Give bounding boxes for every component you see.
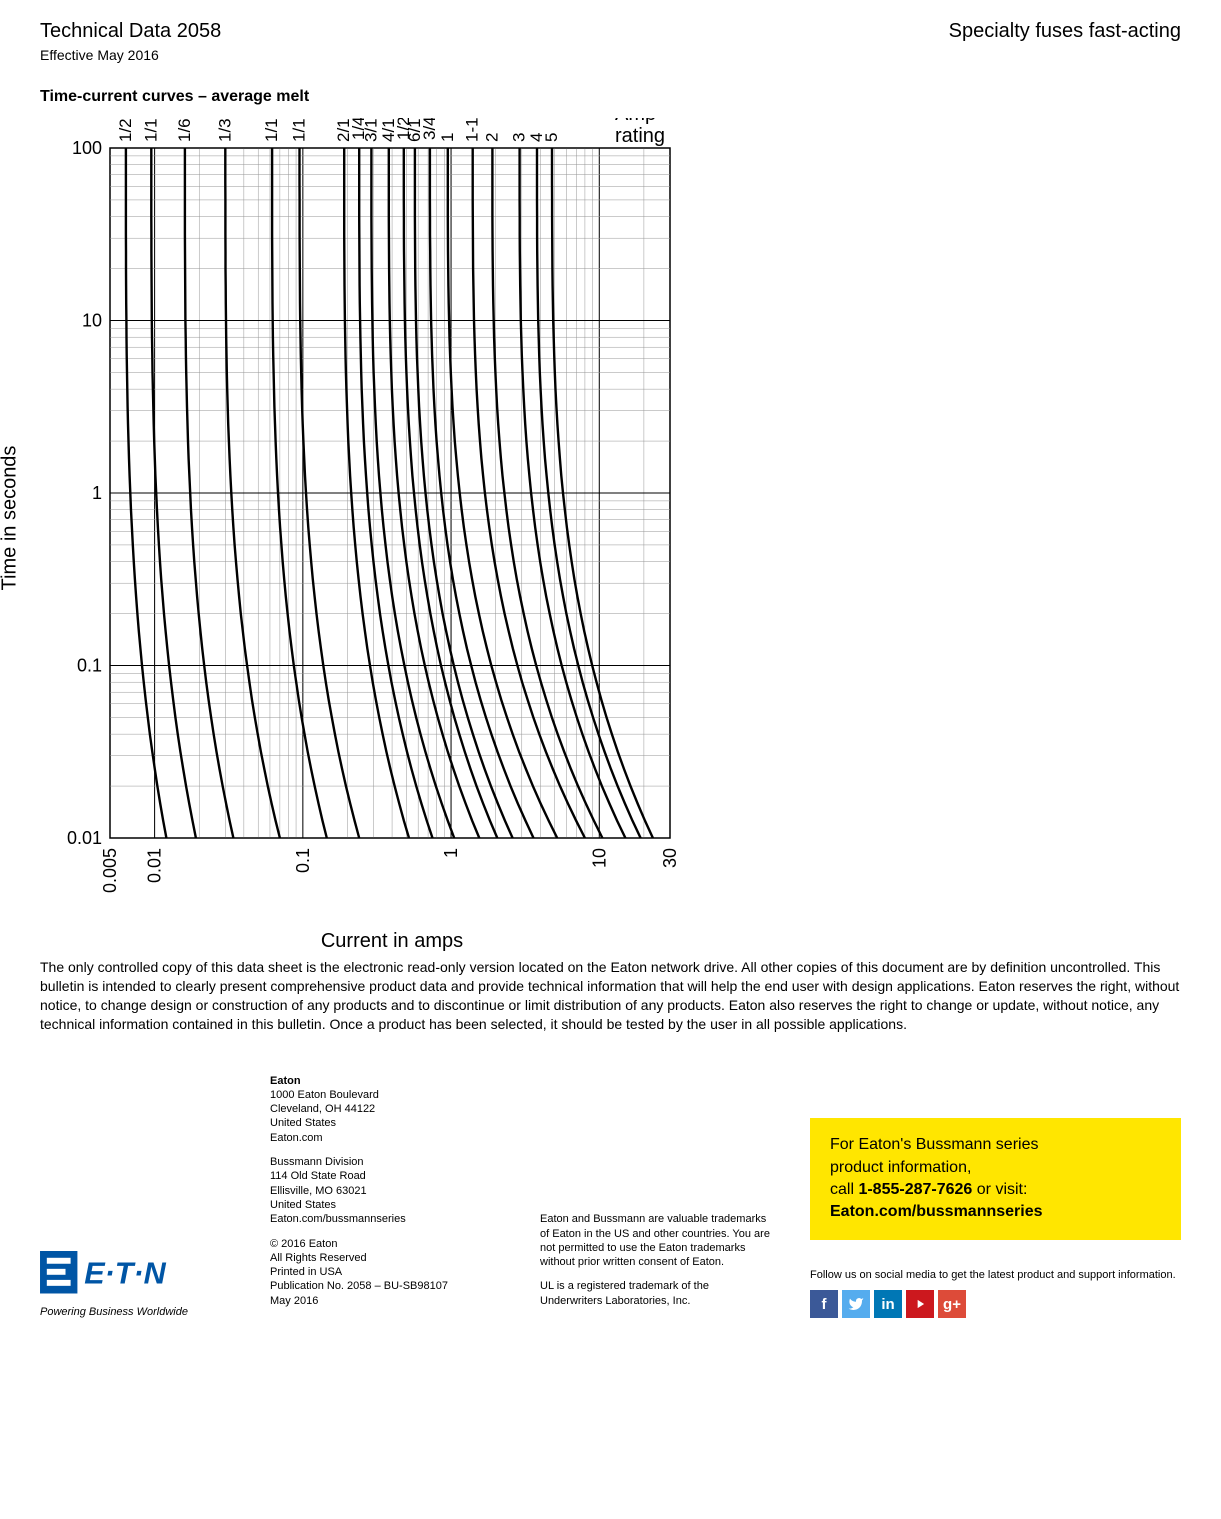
cta-column: For Eaton's Bussmann series product info… — [810, 1118, 1181, 1318]
svg-text:2: 2 — [482, 133, 501, 142]
svg-text:100: 100 — [72, 138, 102, 158]
eaton-logo: E·T·N — [40, 1251, 210, 1304]
svg-text:0.01: 0.01 — [145, 848, 165, 883]
copyright-l1: © 2016 Eaton — [270, 1238, 337, 1250]
logo-column: E·T·N Powering Business Worldwide — [40, 1251, 230, 1318]
title-number: 2058 — [177, 20, 222, 42]
svg-text:0.1: 0.1 — [77, 656, 102, 676]
svg-text:1/10: 1/10 — [290, 118, 309, 142]
svg-text:rating: rating — [615, 125, 665, 147]
header-right: Specialty fuses fast-acting — [949, 20, 1181, 43]
page-footer: E·T·N Powering Business Worldwide Eaton … — [40, 1074, 1181, 1318]
svg-text:1-1/2: 1-1/2 — [463, 118, 482, 142]
svg-text:1/200: 1/200 — [116, 118, 135, 142]
copyright-l4: Publication No. 2058 – BU-SB98107 — [270, 1280, 448, 1292]
svg-text:1/64: 1/64 — [175, 118, 194, 142]
cta-box: For Eaton's Bussmann series product info… — [810, 1118, 1181, 1240]
cta-l2: product information, — [830, 1159, 971, 1176]
svg-text:3/10: 3/10 — [361, 118, 380, 142]
svg-text:1/100: 1/100 — [141, 118, 160, 142]
twitter-icon[interactable] — [842, 1290, 870, 1318]
division-addr1: 114 Old State Road — [270, 1170, 366, 1182]
svg-text:1: 1 — [92, 483, 102, 503]
svg-text:10: 10 — [82, 311, 102, 331]
title-prefix: Technical Data — [40, 20, 177, 42]
chart-wrap: 0.010.11101000.0050.010.1110301/2001/100… — [40, 118, 680, 918]
company-addr3: United States — [270, 1117, 336, 1129]
company-addr1: 1000 Eaton Boulevard — [270, 1089, 379, 1101]
svg-text:0.01: 0.01 — [67, 828, 102, 848]
svg-text:1: 1 — [438, 133, 457, 142]
copyright-block: © 2016 Eaton All Rights Reserved Printed… — [270, 1237, 500, 1308]
cta-l1: For Eaton's Bussmann series — [830, 1136, 1038, 1153]
svg-text:5: 5 — [542, 133, 561, 142]
trademark-1: Eaton and Bussmann are valuable trademar… — [540, 1212, 770, 1269]
social-text: Follow us on social media to get the lat… — [810, 1268, 1181, 1282]
logo-tagline: Powering Business Worldwide — [40, 1306, 188, 1318]
trademark-2: UL is a registered trademark of the Unde… — [540, 1279, 770, 1308]
disclaimer-text: The only controlled copy of this data sh… — [40, 958, 1181, 1034]
svg-text:1/16: 1/16 — [262, 118, 281, 142]
company-addr2: Cleveland, OH 44122 — [270, 1103, 375, 1115]
tech-data-title: Technical Data 2058 — [40, 20, 221, 43]
copyright-l5: May 2016 — [270, 1295, 318, 1307]
facebook-icon[interactable]: f — [810, 1290, 838, 1318]
effective-date: Effective May 2016 — [40, 47, 221, 63]
header-left: Technical Data 2058 Effective May 2016 — [40, 20, 221, 63]
googleplus-icon[interactable]: g+ — [938, 1290, 966, 1318]
chart-ylabel: Time in seconds — [0, 446, 22, 591]
cta-l3c: or visit: — [972, 1181, 1027, 1198]
cta-l3a: call — [830, 1181, 858, 1198]
svg-text:1/32: 1/32 — [215, 118, 234, 142]
chart-title: Time-current curves – average melt — [40, 88, 1181, 106]
division-url: Eaton.com/bussmannseries — [270, 1213, 406, 1225]
linkedin-icon[interactable]: in — [874, 1290, 902, 1318]
trademark-column: Eaton and Bussmann are valuable trademar… — [540, 1212, 770, 1318]
info-column: Eaton 1000 Eaton Boulevard Cleveland, OH… — [270, 1074, 500, 1318]
division-block: Bussmann Division 114 Old State Road Ell… — [270, 1155, 500, 1226]
company-url: Eaton.com — [270, 1132, 323, 1144]
youtube-icon[interactable] — [906, 1290, 934, 1318]
svg-text:10: 10 — [589, 848, 609, 868]
svg-text:1: 1 — [441, 848, 461, 858]
chart-xlabel: Current in amps — [321, 930, 463, 953]
svg-text:0.1: 0.1 — [293, 848, 313, 873]
copyright-l3: Printed in USA — [270, 1266, 342, 1278]
division-addr2: Ellisville, MO 63021 — [270, 1185, 367, 1197]
social-row: f in g+ — [810, 1290, 1181, 1318]
cta-url: Eaton.com/bussmannseries — [830, 1203, 1043, 1220]
svg-text:E·T·N: E·T·N — [84, 1257, 166, 1291]
page-header: Technical Data 2058 Effective May 2016 S… — [40, 20, 1181, 63]
svg-text:30: 30 — [660, 848, 680, 868]
svg-text:Amp: Amp — [615, 118, 656, 125]
svg-text:0.005: 0.005 — [100, 848, 120, 893]
company-name: Eaton — [270, 1075, 301, 1087]
company-block: Eaton 1000 Eaton Boulevard Cleveland, OH… — [270, 1074, 500, 1145]
time-current-chart: 0.010.11101000.0050.010.1110301/2001/100… — [40, 118, 680, 918]
cta-phone: 1-855-287-7626 — [858, 1181, 972, 1198]
copyright-l2: All Rights Reserved — [270, 1252, 367, 1264]
svg-text:3: 3 — [510, 133, 529, 142]
svg-text:3/4: 3/4 — [420, 118, 439, 140]
division-name: Bussmann Division — [270, 1156, 364, 1168]
division-addr3: United States — [270, 1199, 336, 1211]
